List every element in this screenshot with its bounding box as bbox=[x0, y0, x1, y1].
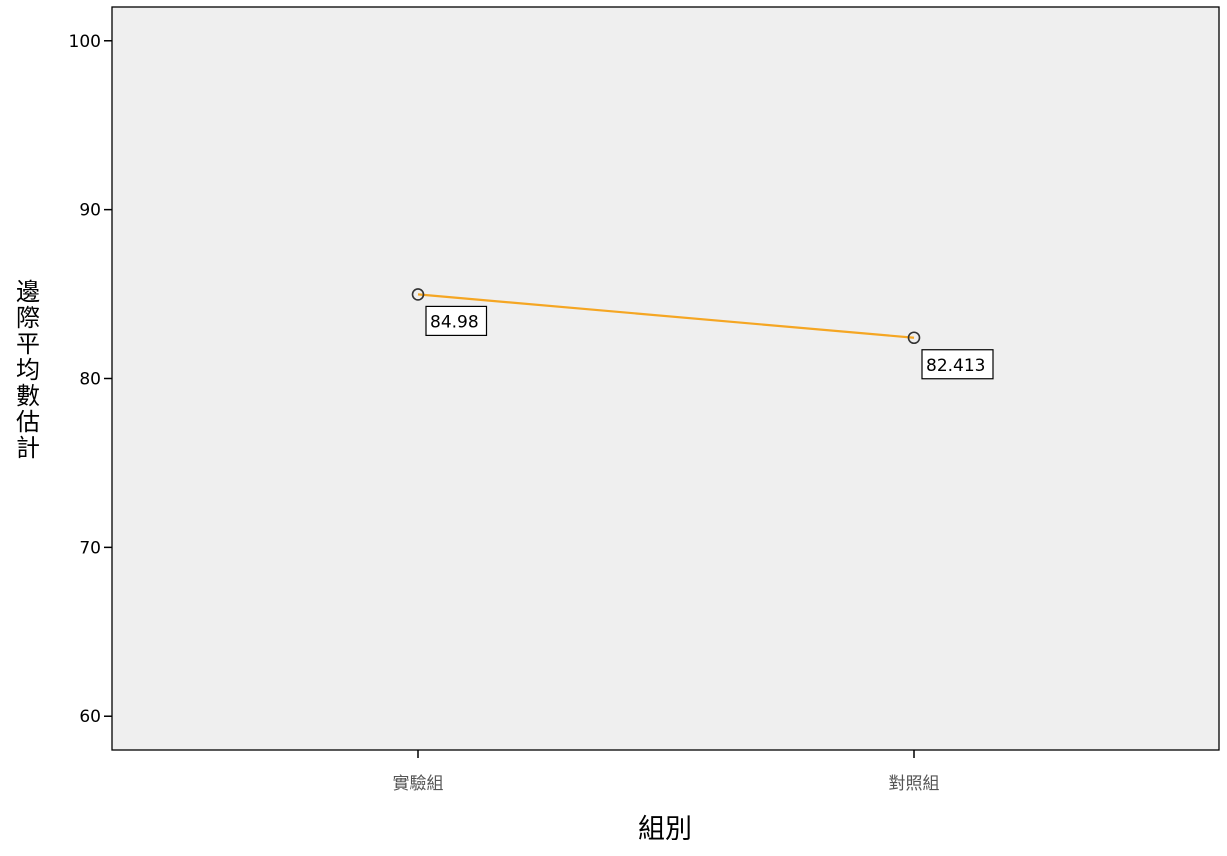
y-axis-title-char: 估 bbox=[16, 408, 40, 436]
y-axis-title-char: 計 bbox=[16, 434, 40, 462]
data-point-marker bbox=[411, 288, 425, 301]
y-axis-title: 邊際平均數估計 bbox=[16, 278, 40, 462]
x-axis: 實驗組 對照組 bbox=[393, 750, 940, 794]
y-axis-title-char: 均 bbox=[16, 356, 40, 384]
y-tick-label: 90 bbox=[79, 201, 101, 221]
x-axis-title: 組別 bbox=[638, 814, 692, 845]
y-tick-label: 80 bbox=[79, 370, 101, 390]
y-axis-title-char: 際 bbox=[16, 304, 40, 332]
data-point-marker bbox=[907, 331, 921, 345]
y-tick-label: 100 bbox=[69, 32, 101, 52]
data-label: 82.413 bbox=[926, 356, 985, 376]
data-label-layer: 84.98 82.413 bbox=[425, 305, 994, 380]
series-layer bbox=[411, 288, 921, 345]
y-axis-title-char: 平 bbox=[16, 330, 40, 358]
series-line bbox=[417, 293, 915, 339]
data-label-box bbox=[425, 305, 488, 337]
y-axis-title-char: 邊 bbox=[16, 278, 40, 306]
x-tick-label: 實驗組 bbox=[393, 774, 444, 794]
plot-area bbox=[111, 6, 1220, 751]
data-label-box bbox=[921, 349, 994, 380]
y-axis-title-char: 數 bbox=[16, 382, 40, 410]
x-tick-label: 對照組 bbox=[889, 774, 940, 794]
y-tick-label: 60 bbox=[79, 707, 101, 727]
y-axis: 60 70 80 90 100 bbox=[69, 32, 112, 727]
y-tick-label: 70 bbox=[79, 538, 101, 558]
data-label: 84.98 bbox=[430, 312, 479, 332]
